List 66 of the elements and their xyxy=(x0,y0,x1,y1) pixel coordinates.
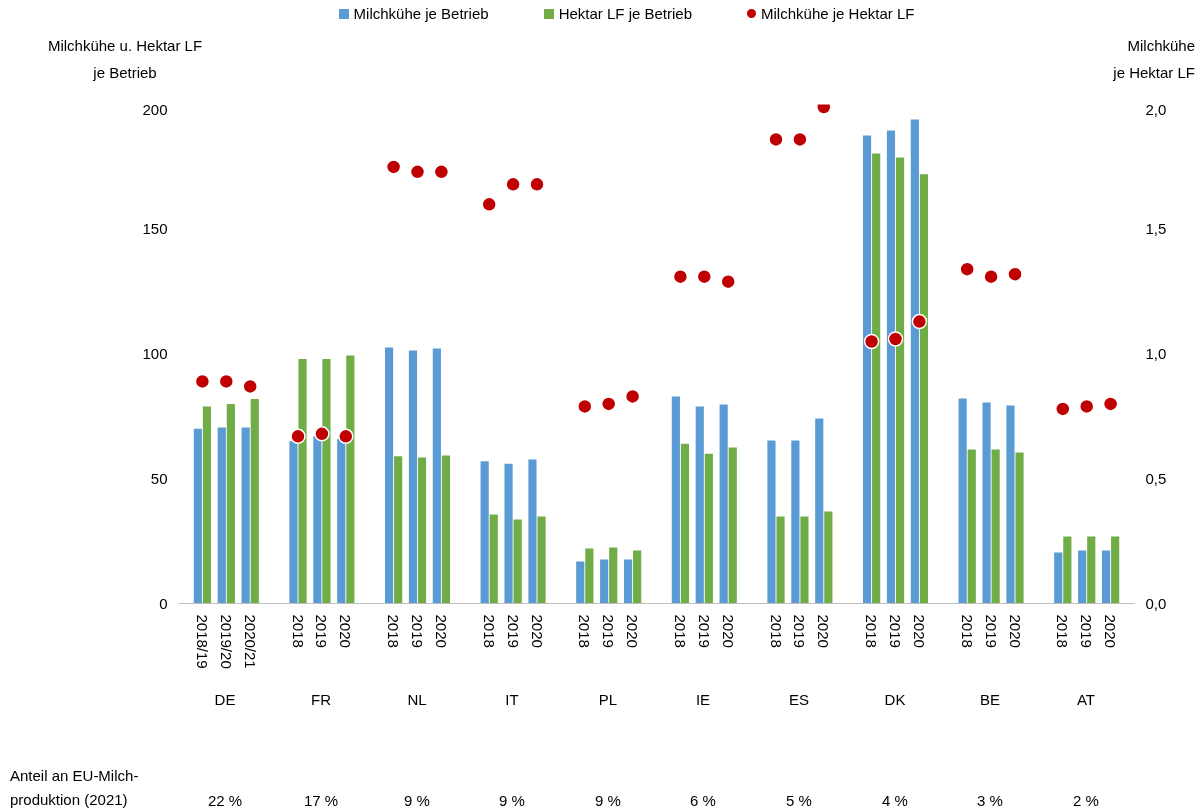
text: 6 % xyxy=(690,790,716,811)
x-tick-label: 2018 xyxy=(1054,614,1072,648)
legend-label: Hektar LF je Betrieb xyxy=(558,4,693,24)
x-tick-label: 2020 xyxy=(719,614,737,648)
x-tick-label: 2018 xyxy=(958,614,976,648)
text: NL xyxy=(407,689,427,710)
y2-tick-label: 1,0 xyxy=(1145,345,1167,362)
x-tick-label: 2019 xyxy=(982,614,1000,648)
x-tick-label: 2018 xyxy=(576,614,594,648)
text: 9 % xyxy=(404,790,430,811)
x-tick-label: 2020 xyxy=(910,614,928,648)
text: 2 % xyxy=(1073,790,1099,811)
text: IE xyxy=(695,689,711,710)
text: PL xyxy=(598,689,618,710)
y2-tick-label: 0,0 xyxy=(1145,594,1167,612)
x-tick-label: 2020 xyxy=(432,614,450,648)
text: DE xyxy=(214,689,236,710)
x-tick-label: 2020 xyxy=(337,614,355,648)
x-tick-label: 2018 xyxy=(289,614,307,648)
text: DK xyxy=(884,689,906,710)
text: IT xyxy=(505,689,519,710)
text: 9 % xyxy=(595,790,621,811)
x-tick-label: 2019 xyxy=(695,614,713,648)
y-tick-label: 150 xyxy=(142,220,168,238)
y2-axis-title: Milchkühe je Hektar LF xyxy=(1113,36,1195,83)
x-tick-label: 2018 xyxy=(767,614,785,648)
text: Anteil an EU-Milch- produktion (2021) xyxy=(10,766,139,810)
y-axis-title: Milchkühe u. Hektar LF je Betrieb xyxy=(47,36,203,83)
x-tick-label: 2019 xyxy=(791,614,809,648)
y-tick-label: 200 xyxy=(142,100,168,118)
text: FR xyxy=(311,689,331,710)
y-tick-label: 100 xyxy=(142,345,168,362)
legend-label: Milchkühe je Hektar LF xyxy=(761,4,915,24)
text: AT xyxy=(1076,689,1096,710)
y2-tick-label: 2,0 xyxy=(1145,100,1167,118)
y-tick-label: 0 xyxy=(159,594,168,612)
x-tick-label: 2019 xyxy=(313,614,331,648)
x-tick-label: 2019 xyxy=(1078,614,1096,648)
x-tick-label: 2020 xyxy=(815,614,833,648)
y2-tick-label: 1,5 xyxy=(1145,220,1167,238)
x-tick-label: 2018 xyxy=(480,614,498,648)
x-tick-label: 2020/21 xyxy=(241,614,259,669)
y-tick-label: 50 xyxy=(150,469,168,487)
x-tick-label: 2019 xyxy=(600,614,618,648)
text: 9 % xyxy=(499,790,525,811)
text: BE xyxy=(979,689,1001,710)
x-tick-label: 2020 xyxy=(1006,614,1024,648)
x-tick-label: 2018/19 xyxy=(193,614,211,669)
x-tick-label: 2018 xyxy=(863,614,881,648)
x-tick-label: 2020 xyxy=(1102,614,1120,648)
text: 17 % xyxy=(303,790,339,811)
x-tick-label: 2020 xyxy=(528,614,546,648)
x-tick-label: 2019 xyxy=(504,614,522,648)
x-tick-label: 2019 xyxy=(409,614,426,648)
y2-tick-label: 0,5 xyxy=(1145,469,1167,487)
text: 4 % xyxy=(882,790,908,811)
x-tick-label: 2020 xyxy=(624,614,642,648)
x-tick-label: 2019 xyxy=(887,614,904,648)
text: 22 % xyxy=(207,790,243,811)
x-tick-label: 2018 xyxy=(671,614,689,648)
text: 5 % xyxy=(786,790,812,811)
text: ES xyxy=(788,689,810,710)
text: 3 % xyxy=(977,790,1003,811)
x-tick-label: 2018 xyxy=(385,614,403,648)
x-tick-label: 2019/20 xyxy=(217,614,235,669)
legend-label: Milchkühe je Betrieb xyxy=(353,4,489,24)
